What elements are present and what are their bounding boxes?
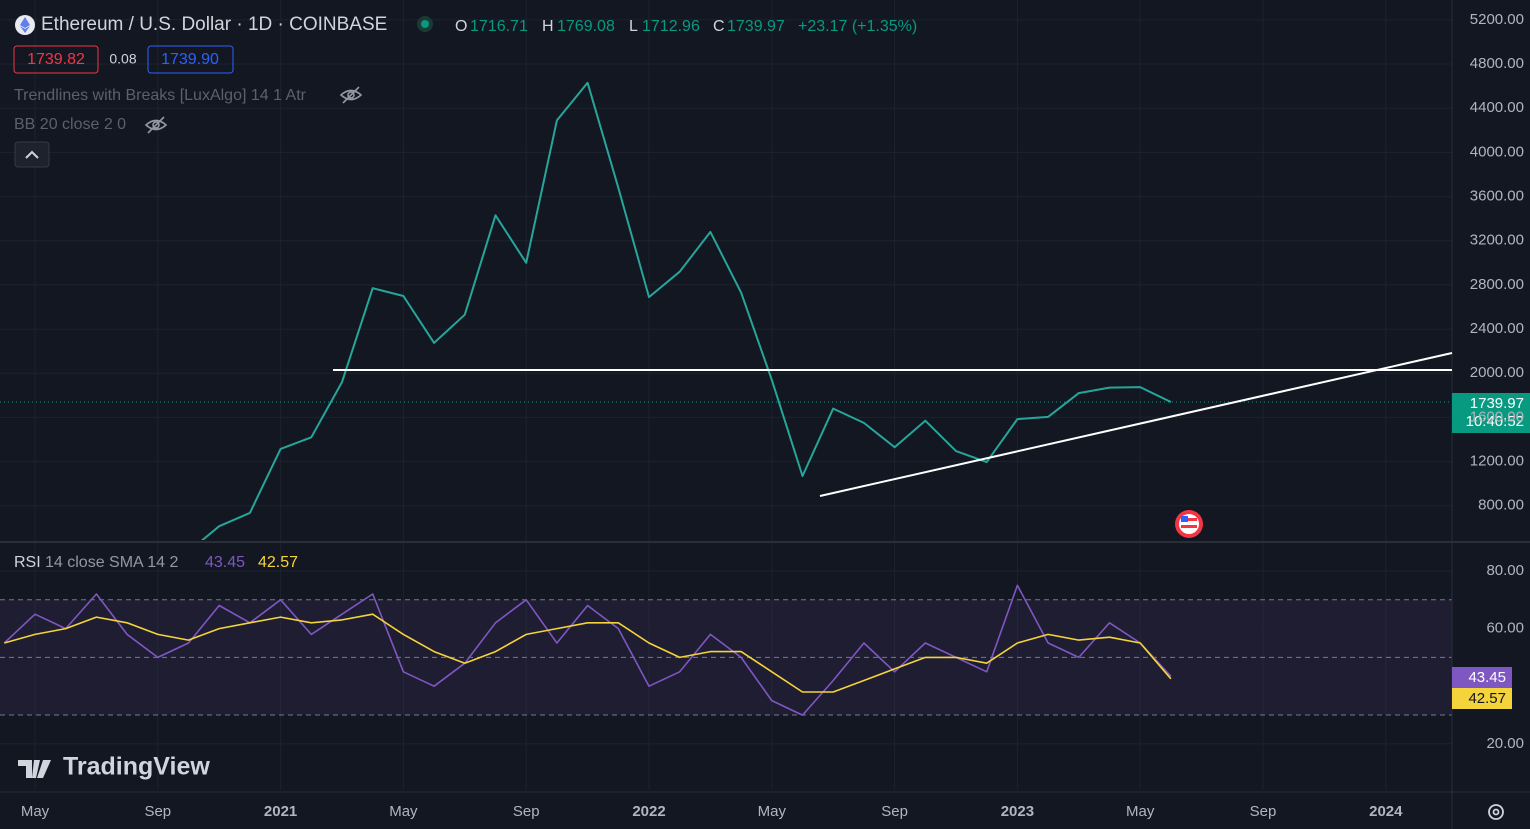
ohlc-label: C xyxy=(713,18,725,35)
rsi-axis-value: 43.45 xyxy=(1468,669,1506,686)
bid-box[interactable] xyxy=(13,45,99,74)
x-tick-label: May xyxy=(21,803,50,820)
indicator-legend[interactable]: BB 20 close 2 0 xyxy=(14,116,126,133)
hidden-icon[interactable] xyxy=(144,86,363,134)
rsi-title[interactable]: RSI xyxy=(14,554,41,571)
marks-layer xyxy=(3,81,1172,716)
eth-glyph xyxy=(20,17,30,33)
flag-stripe xyxy=(1181,518,1197,521)
sma-value: 42.57 xyxy=(258,554,298,571)
last-price: 1739.97 xyxy=(1470,395,1524,412)
ohlc-value: 1716.71 xyxy=(470,18,528,35)
sma-axis-value: 42.57 xyxy=(1468,690,1506,707)
x-tick-label: 2024 xyxy=(1369,803,1403,820)
y-tick-label: 4000.00 xyxy=(1470,143,1524,160)
flag-stripe xyxy=(1181,525,1197,528)
x-tick-label: May xyxy=(389,803,418,820)
y-tick-label: 3600.00 xyxy=(1470,188,1524,205)
ohlc-label: O xyxy=(455,18,467,35)
x-tick-label: 2021 xyxy=(264,803,297,820)
y-tick-label: 1200.00 xyxy=(1470,453,1524,470)
change: +23.17 (+1.35%) xyxy=(798,18,917,35)
rsi-price-box xyxy=(1452,667,1512,688)
y-tick-label: 800.00 xyxy=(1478,497,1524,514)
series-line xyxy=(4,613,1172,693)
ohlc-value: 1769.08 xyxy=(557,18,615,35)
y-tick-label: 5200.00 xyxy=(1470,11,1524,28)
bid[interactable]: 1739.82 xyxy=(27,51,85,68)
flag-canton xyxy=(1181,516,1188,522)
y-tick-label: 20.00 xyxy=(1486,735,1524,752)
collapse-button[interactable] xyxy=(14,141,50,168)
y-tick-label: 1600.00 xyxy=(1470,408,1524,425)
series-line xyxy=(200,81,1172,540)
rsi-params: 14 close SMA 14 2 xyxy=(45,554,179,571)
x-tick-label: May xyxy=(1126,803,1155,820)
series-line xyxy=(3,584,1172,716)
y-tick-label: 4800.00 xyxy=(1470,55,1524,72)
y-tick-label: 80.00 xyxy=(1486,562,1524,579)
ask-box[interactable] xyxy=(147,45,234,74)
indicator-legend[interactable]: Trendlines with Breaks [LuxAlgo] 14 1 At… xyxy=(14,87,307,104)
trendline[interactable] xyxy=(819,352,1453,497)
y-tick-label: 60.00 xyxy=(1486,620,1524,637)
rsi-value: 43.45 xyxy=(205,554,245,571)
symbol-title[interactable]: Ethereum / U.S. Dollar · 1D · COINBASE xyxy=(41,14,387,35)
x-tick-label: Sep xyxy=(513,803,540,820)
ohlc-label: H xyxy=(542,18,554,35)
countdown: 10:40:52 xyxy=(1466,413,1524,430)
x-tick-label: Sep xyxy=(881,803,908,820)
x-tick-label: 2023 xyxy=(1001,803,1034,820)
x-tick-label: Sep xyxy=(1250,803,1277,820)
ohlc-label: L xyxy=(629,18,638,35)
spread: 0.08 xyxy=(109,51,136,67)
x-tick-label: Sep xyxy=(144,803,171,820)
logo-mark xyxy=(18,760,51,778)
last-price-box xyxy=(1452,393,1530,433)
x-tick-label: 2022 xyxy=(632,803,665,820)
settings-icon[interactable] xyxy=(1488,804,1504,820)
y-tick-label: 4400.00 xyxy=(1470,99,1524,116)
y-tick-label: 2000.00 xyxy=(1470,364,1524,381)
y-tick-label: 3200.00 xyxy=(1470,232,1524,249)
y-tick-label: 2800.00 xyxy=(1470,276,1524,293)
x-tick-label: May xyxy=(758,803,787,820)
ask[interactable]: 1739.90 xyxy=(161,51,219,68)
logo-text[interactable]: TradingView xyxy=(63,753,210,781)
y-tick-label: 2400.00 xyxy=(1470,320,1524,337)
collapse-icon xyxy=(25,150,39,159)
ohlc-value: 1712.96 xyxy=(642,18,700,35)
market-status-dot xyxy=(421,20,429,28)
ohlc-value: 1739.97 xyxy=(727,18,785,35)
sma-price-box xyxy=(1452,688,1512,709)
